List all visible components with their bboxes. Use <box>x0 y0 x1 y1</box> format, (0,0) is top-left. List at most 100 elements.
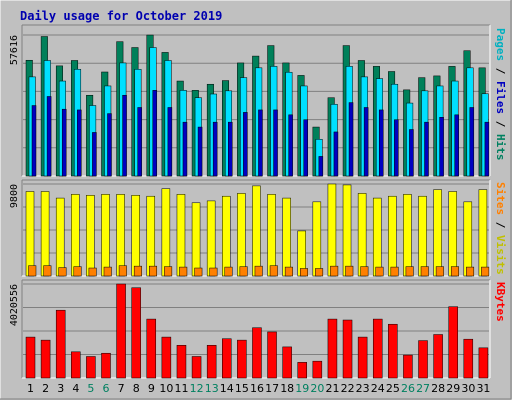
bar-kbytes <box>448 306 458 379</box>
bar-sites <box>481 266 490 277</box>
bar-kbytes <box>327 318 338 379</box>
bar-pages <box>469 107 475 177</box>
bar-sites <box>284 266 293 277</box>
x-tick-label: 1 <box>27 382 34 395</box>
bar-sites <box>330 265 339 277</box>
x-tick-label: 11 <box>175 382 189 395</box>
legend-part: / <box>494 114 507 134</box>
x-tick-label: 23 <box>356 382 370 395</box>
bar-pages <box>363 107 369 177</box>
bar-pages <box>182 121 188 177</box>
x-tick-label: 24 <box>371 382 385 395</box>
x-tick-label: 18 <box>280 382 294 395</box>
series-legend-label: KBytes <box>494 282 507 322</box>
bar-sites <box>315 268 324 277</box>
bar-sites <box>405 266 414 277</box>
x-tick-label: 15 <box>235 382 249 395</box>
bar-pages <box>348 102 354 177</box>
bar-sites <box>28 265 37 277</box>
x-tick-label: 29 <box>446 382 460 395</box>
panel-kb: 4020556 KBytes <box>9 279 507 379</box>
legend-part: Files <box>494 81 507 114</box>
bar-sites <box>435 266 444 277</box>
bar-kbytes <box>146 318 157 379</box>
x-tick-label: 28 <box>431 382 445 395</box>
bar-pages <box>92 132 97 177</box>
bar-kbytes <box>176 345 187 379</box>
bar-visits <box>206 200 216 277</box>
bar-pages <box>107 113 112 177</box>
bar-sites <box>43 265 52 277</box>
chart-title: Daily usage for October 2019 <box>20 9 222 23</box>
bar-sites <box>88 267 97 277</box>
bar-pages <box>378 109 384 177</box>
x-tick-label: 31 <box>476 382 490 395</box>
bar-visits <box>357 193 367 277</box>
bar-kbytes <box>252 327 262 379</box>
bar-visits <box>191 202 201 277</box>
bar-sites <box>103 266 112 277</box>
bar-visits <box>327 183 337 277</box>
bar-pages <box>273 109 278 177</box>
bar-pages <box>122 94 127 177</box>
bar-visits <box>252 185 261 277</box>
bar-pages <box>212 121 218 177</box>
y-max-label: 57616 <box>9 35 20 65</box>
bar-kbytes <box>86 356 96 379</box>
bar-pages <box>454 114 459 177</box>
bar-visits <box>448 191 457 277</box>
bar-kbytes <box>312 360 323 379</box>
bar-sites <box>375 266 384 277</box>
bar-kbytes <box>418 340 428 379</box>
x-tick-label: 14 <box>220 382 234 395</box>
bar-kbytes <box>25 336 36 379</box>
bar-sites <box>133 265 142 277</box>
bar-sites <box>58 267 67 277</box>
bar-kbytes <box>131 287 141 379</box>
bar-pages <box>167 107 173 177</box>
bar-sites <box>466 266 475 277</box>
bar-pages <box>77 109 82 177</box>
bar-visits <box>116 194 125 277</box>
x-tick-label: 6 <box>103 382 110 395</box>
x-tick-label: 22 <box>341 382 355 395</box>
panel-hits: 57616 Pages / Files / Hits <box>9 24 507 177</box>
bar-sites <box>209 267 218 277</box>
bar-sites <box>269 265 278 277</box>
bar-kbytes <box>372 318 383 379</box>
series-legend-label: Sites / Visits <box>494 182 507 275</box>
bar-sites <box>164 266 173 277</box>
bar-sites <box>194 267 203 277</box>
bar-visits <box>282 197 291 277</box>
bar-sites <box>450 266 459 277</box>
bar-visits <box>25 191 35 277</box>
bar-visits <box>176 194 186 277</box>
bar-visits <box>433 189 442 277</box>
y-max-label: 4020556 <box>9 284 20 326</box>
bar-kbytes <box>237 339 247 379</box>
x-tick-label: 12 <box>190 382 204 395</box>
series-legend-label: Pages / Files / Hits <box>494 28 507 161</box>
bar-kbytes <box>433 334 443 379</box>
bar-visits <box>131 195 140 277</box>
bar-visits <box>478 189 488 277</box>
x-tick-label: 21 <box>325 382 339 395</box>
x-tick-label: 26 <box>401 382 415 395</box>
y-max-label: 9800 <box>9 184 20 208</box>
bar-sites <box>299 268 308 277</box>
legend-part: / <box>494 61 507 81</box>
legend-part: Visits <box>494 235 507 275</box>
legend-part: Pages <box>494 28 507 61</box>
bar-kbytes <box>478 347 489 379</box>
bar-sites <box>239 266 248 277</box>
legend-part: / <box>494 215 507 235</box>
bar-pages <box>424 121 429 177</box>
bar-sites <box>118 265 127 277</box>
bar-visits <box>71 194 80 277</box>
bar-pages <box>243 112 248 177</box>
x-tick-label: 30 <box>461 382 475 395</box>
bar-kbytes <box>297 362 307 379</box>
x-tick-label: 16 <box>250 382 264 395</box>
bar-kbytes <box>161 336 172 379</box>
